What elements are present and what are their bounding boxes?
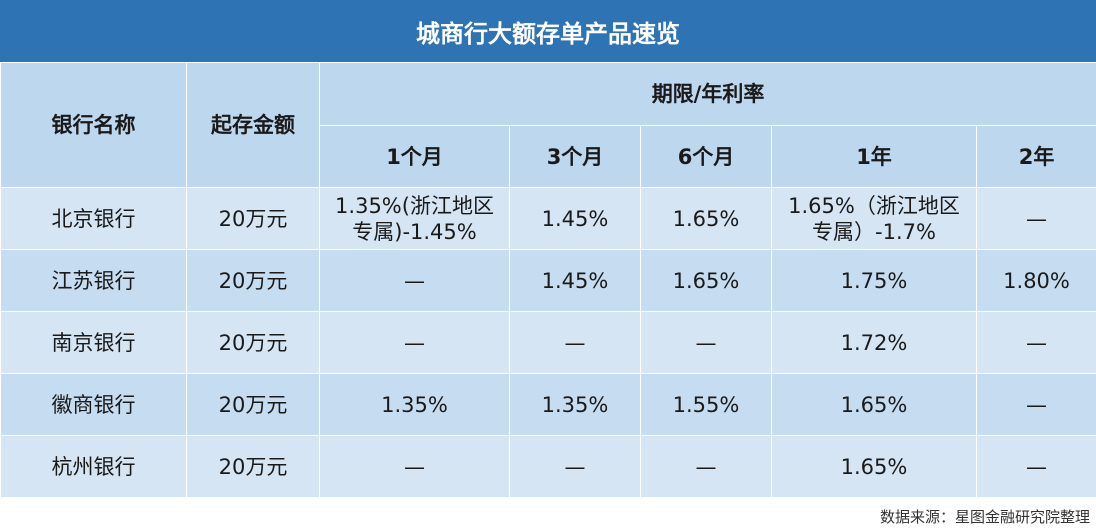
rate-cell: 1.35% — [509, 373, 641, 436]
header-row: 银行名称 起存金额 期限/年利率 — [0, 62, 1096, 188]
rate-cell: 1.65% — [771, 373, 977, 436]
rate-cell: — — [319, 249, 510, 312]
table-row: 杭州银行 20万元 — — — 1.65% — — [0, 435, 1096, 498]
table-row: 江苏银行 20万元 — 1.45% 1.65% 1.75% 1.80% — [0, 249, 1096, 312]
rate-cell: — — [509, 435, 641, 498]
rate-cell: 1.45% — [509, 187, 641, 250]
rate-cell: 1.65% — [640, 187, 772, 250]
rate-cell: — — [319, 435, 510, 498]
bank-name: 杭州银行 — [0, 435, 187, 498]
table-row: 南京银行 20万元 — — — 1.72% — — [0, 311, 1096, 374]
rate-cell: — — [509, 311, 641, 374]
min-amount: 20万元 — [186, 311, 320, 374]
rate-cell: — — [319, 311, 510, 374]
rate-cell: — — [975, 311, 1096, 374]
rate-cell: 1.65% — [640, 249, 772, 312]
bank-name: 北京银行 — [0, 187, 187, 250]
bank-name: 南京银行 — [0, 311, 187, 374]
rate-cell: 1.35%(浙江地区专属)-1.45% — [319, 187, 510, 250]
bank-name: 徽商银行 — [0, 373, 187, 436]
rate-cell: — — [975, 435, 1096, 498]
rate-cell: — — [975, 373, 1096, 436]
header-bank: 银行名称 — [0, 62, 187, 188]
min-amount: 20万元 — [186, 249, 320, 312]
header-term-group: 期限/年利率 — [318, 62, 1096, 126]
rate-cell: 1.45% — [509, 249, 641, 312]
table-row: 徽商银行 20万元 1.35% 1.35% 1.55% 1.65% — — [0, 373, 1096, 436]
header-term-1y: 1年 — [771, 125, 977, 188]
rate-cell: 1.65% — [771, 435, 977, 498]
table-row: 北京银行 20万元 1.35%(浙江地区专属)-1.45% 1.45% 1.65… — [0, 187, 1096, 250]
rate-cell: 1.35% — [319, 373, 510, 436]
header-term-6m: 6个月 — [640, 125, 772, 188]
rate-cell: 1.80% — [975, 249, 1096, 312]
header-term-2y: 2年 — [975, 125, 1096, 188]
min-amount: 20万元 — [186, 435, 320, 498]
header-term-3m: 3个月 — [509, 125, 641, 188]
rate-cell: — — [975, 187, 1096, 250]
rate-cell: — — [640, 435, 772, 498]
rate-cell: 1.75% — [771, 249, 977, 312]
rate-cell: 1.65%（浙江地区专属）-1.7% — [771, 187, 977, 250]
bank-name: 江苏银行 — [0, 249, 187, 312]
rate-cell: 1.72% — [771, 311, 977, 374]
header-terms-row: 1个月 3个月 6个月 1年 2年 — [1, 125, 1096, 188]
rate-cell: — — [640, 311, 772, 374]
data-source-note: 数据来源：星图金融研究院整理 — [879, 508, 1090, 526]
header-min-amount: 起存金额 — [186, 62, 320, 188]
min-amount: 20万元 — [186, 187, 320, 250]
header-term-1m: 1个月 — [319, 125, 510, 188]
min-amount: 20万元 — [186, 373, 320, 436]
rate-cell: 1.55% — [640, 373, 772, 436]
rates-table: 银行名称 起存金额 期限/年利率 1个月 3个月 6个月 1年 2年 北京银行 … — [0, 62, 1096, 498]
table-title: 城商行大额存单产品速览 — [0, 0, 1096, 62]
